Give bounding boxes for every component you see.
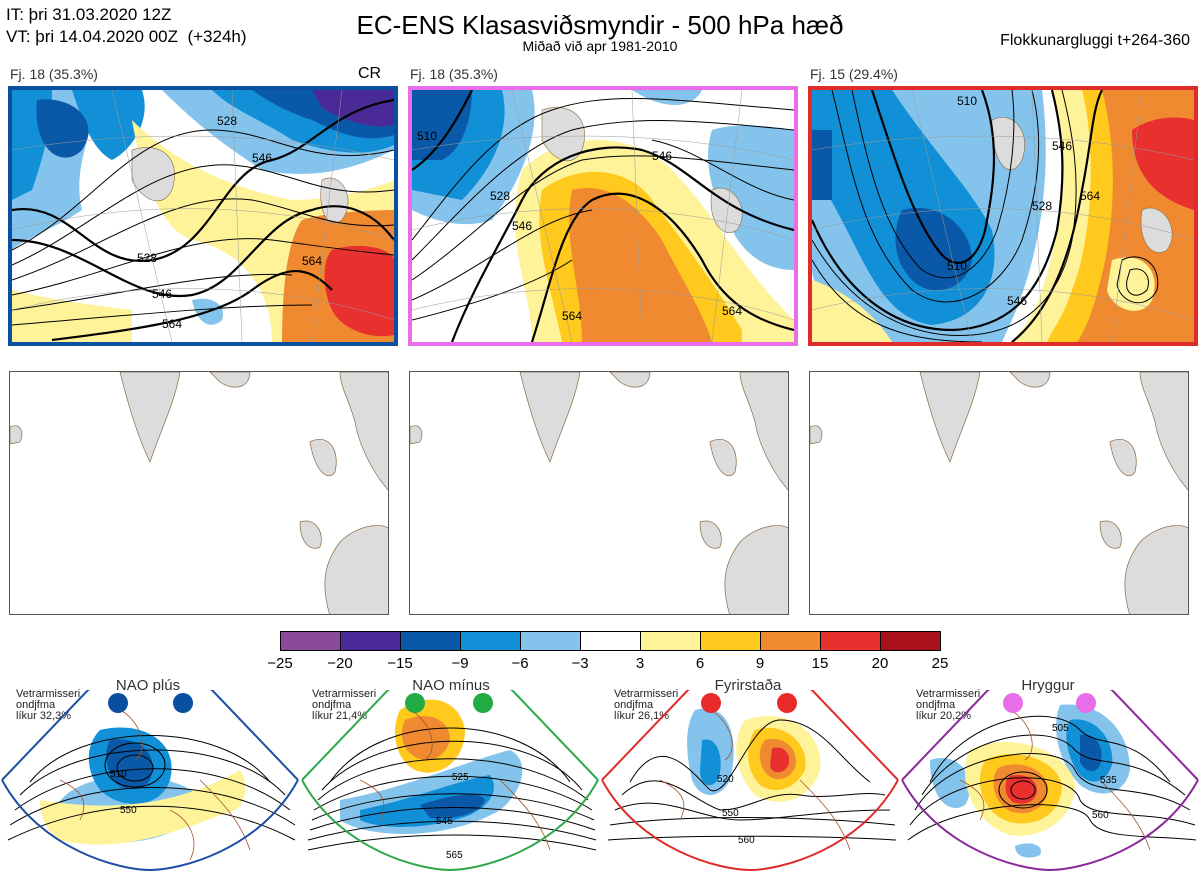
page-title: EC-ENS Klasasviðsmyndir - 500 hPa hæð [356, 10, 844, 40]
header-times: IT: þri 31.03.2020 12Z VT: þri 14.04.2020… [6, 4, 247, 48]
colorbar-bin [521, 632, 581, 650]
panel-1-tag: CR [358, 65, 382, 82]
colorbar-bin [761, 632, 821, 650]
colorbar-bin [281, 632, 341, 650]
contour-label: 546 [652, 149, 672, 163]
cluster-map-3: 510 546 528 546 564 510 [808, 86, 1198, 346]
colorbar-bin [461, 632, 521, 650]
contour-label: 545 [436, 816, 453, 827]
colorbar-tick: 15 [811, 655, 829, 672]
colorbar-tick: −15 [387, 655, 413, 672]
contour-label: 564 [562, 309, 582, 323]
colorbar-tick: 20 [871, 655, 889, 672]
contour-label: 528 [137, 251, 157, 265]
page-subtitle: Miðað við apr 1981-2010 [522, 38, 678, 54]
regime-4-map: 505 535 560 [901, 690, 1199, 871]
initial-time: IT: þri 31.03.2020 12Z [6, 5, 172, 24]
colorbar-bin [701, 632, 761, 650]
contour-label: 560 [738, 835, 755, 846]
regime-dot-icon [1003, 693, 1023, 713]
contour-label: 550 [120, 805, 137, 816]
regime-dot-icon [473, 693, 493, 713]
regime-dot-icon [1076, 693, 1096, 713]
colorbar-bin [881, 632, 940, 650]
classification-window: Flokkunargluggi t+264-360 [1000, 32, 1190, 49]
regime-dot-icon [405, 693, 425, 713]
regime-dot-icon [108, 693, 128, 713]
contour-label: 564 [1080, 189, 1100, 203]
regime-dot-icon [701, 693, 721, 713]
valid-time: VT: þri 14.04.2020 00Z (+324h) [6, 27, 247, 46]
contour-label: 565 [446, 850, 463, 861]
colorbar-tick: −25 [267, 655, 293, 672]
contour-label: 564 [162, 317, 182, 331]
colorbar-tick: 25 [931, 655, 949, 672]
base-map-2 [409, 371, 789, 615]
contour-label: 528 [490, 189, 510, 203]
colorbar-tick: 9 [755, 655, 765, 672]
colorbar-bin [401, 632, 461, 650]
contour-label: 560 [1092, 810, 1109, 821]
contour-label: 520 [717, 774, 734, 785]
contour-label: 546 [512, 219, 532, 233]
regime-2-description: Vetrarmisseri ondjfma líkur 21,4% [312, 688, 377, 722]
regime-1-description: Vetrarmisseri ondjfma líkur 32,3% [16, 688, 81, 722]
regime-3-name: Fyrirstaða [714, 677, 782, 694]
regime-2-name: NAO mínus [412, 677, 490, 694]
regime-dot-icon [173, 693, 193, 713]
colorbar-tick: −3 [571, 655, 589, 672]
regime-3-map: 520 550 560 [601, 690, 899, 871]
panel-3-label: Fj. 15 (29.4%) [810, 66, 898, 82]
contour-label: 546 [1052, 139, 1072, 153]
colorbar-tick: −9 [451, 655, 469, 672]
contour-label: 550 [722, 808, 739, 819]
contour-label: 510 [417, 129, 437, 143]
contour-label: 510 [110, 769, 127, 780]
regime-4-name: Hryggur [1021, 677, 1075, 694]
regime-4-description: Vetrarmisseri ondjfma líkur 20,2% [916, 688, 981, 722]
contour-label: 546 [152, 287, 172, 301]
contour-label: 510 [957, 94, 977, 108]
base-map-1 [9, 371, 389, 615]
contour-label: 546 [1007, 294, 1027, 308]
cluster-map-1: 528 546 528 546 564 564 [8, 86, 398, 346]
panel-2-label: Fj. 18 (35.3%) [410, 66, 498, 82]
panel-1-label: Fj. 18 (35.3%) [10, 66, 98, 82]
contour-label: 564 [302, 254, 322, 268]
regime-dot-icon [777, 693, 797, 713]
anomaly-colorbar [280, 631, 941, 651]
regime-1-name: NAO plús [115, 677, 181, 694]
contour-label: 528 [1032, 199, 1052, 213]
base-map-3 [809, 371, 1189, 615]
contour-label: 525 [452, 772, 469, 783]
colorbar-bin [821, 632, 881, 650]
contour-label: 510 [947, 259, 967, 273]
colorbar-bin [581, 632, 641, 650]
cluster-map-2: 510 546 528 546 564 564 [408, 86, 798, 346]
contour-label: 505 [1052, 723, 1069, 734]
colorbar-tick: −20 [327, 655, 353, 672]
colorbar-bin [641, 632, 701, 650]
contour-label: 528 [217, 114, 237, 128]
contour-label: 546 [252, 151, 272, 165]
contour-label: 564 [722, 304, 742, 318]
colorbar-tick: 6 [695, 655, 705, 672]
colorbar-tick: −6 [511, 655, 529, 672]
regime-3-description: Vetrarmisseri ondjfma líkur 26,1% [614, 688, 679, 722]
regime-1-map: 510 550 [1, 690, 299, 871]
contour-label: 535 [1100, 775, 1117, 786]
regime-2-map: 525 545 565 [301, 690, 599, 871]
colorbar-bin [341, 632, 401, 650]
colorbar-tick: 3 [635, 655, 645, 672]
